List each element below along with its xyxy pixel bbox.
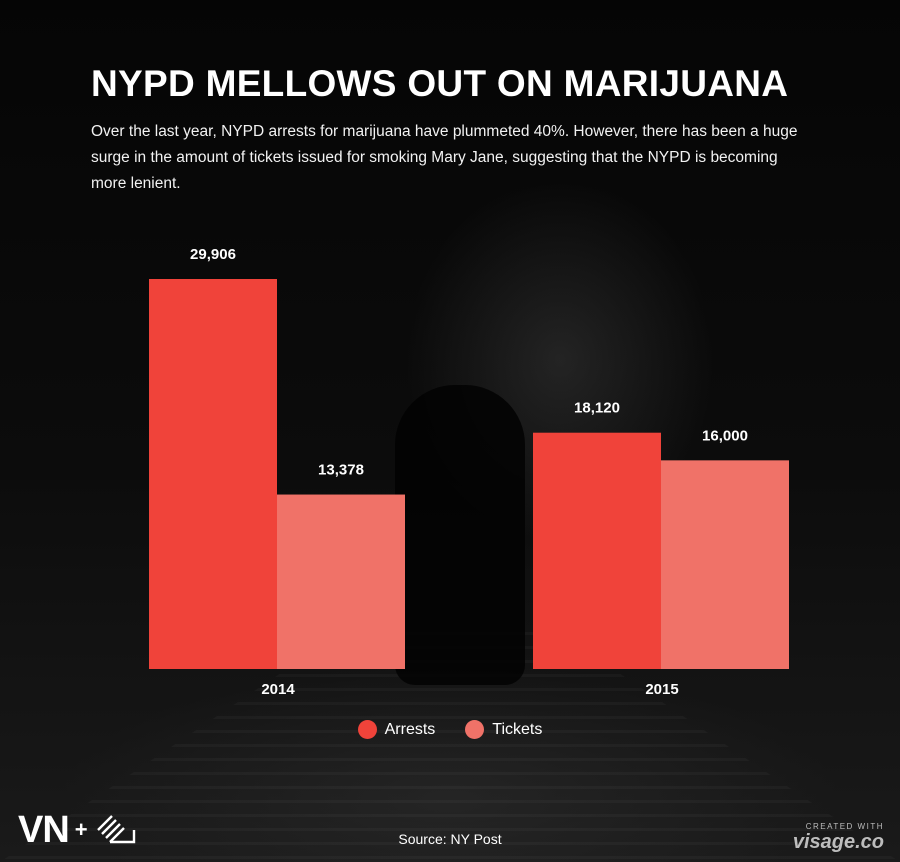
bar-tickets-2015	[661, 460, 789, 669]
visage-credit-small: CREATED WITH	[805, 822, 884, 831]
visage-credit: CREATED WITH visage.co	[793, 822, 884, 853]
legend-swatch-tickets	[465, 720, 485, 739]
legend-label-tickets: Tickets	[492, 720, 543, 738]
logo-stripes-icon	[96, 815, 135, 844]
background-silhouette	[395, 385, 525, 685]
bar-arrests-2014	[149, 279, 277, 669]
bar-tickets-2014	[277, 494, 405, 669]
data-label-tickets-2014: 13,378	[318, 462, 364, 479]
category-label-2015: 2015	[645, 681, 678, 698]
visage-credit-brand: visage.co	[792, 831, 884, 853]
chart-subtitle: Over the last year, NYPD arrests for mar…	[91, 123, 798, 192]
category-label-2014: 2014	[261, 681, 295, 698]
logo-plus: +	[74, 817, 88, 842]
legend: Arrests Tickets	[0, 720, 900, 739]
chart-title: NYPD MELLOWS OUT ON MARIJUANA	[91, 63, 789, 104]
data-label-arrests-2014: 29,906	[190, 246, 236, 263]
bar-arrests-2015	[533, 432, 661, 669]
logo-vn-text: VN	[18, 808, 70, 851]
source-note: Source: NY Post	[398, 831, 502, 847]
legend-item-arrests: Arrests	[357, 720, 436, 739]
legend-label-arrests: Arrests	[384, 720, 436, 738]
vn-logo: VN +	[18, 808, 138, 851]
data-label-tickets-2015: 16,000	[702, 427, 748, 444]
legend-swatch-arrests	[357, 720, 377, 739]
legend-item-tickets: Tickets	[465, 720, 542, 739]
data-label-arrests-2015: 18,120	[574, 400, 620, 417]
